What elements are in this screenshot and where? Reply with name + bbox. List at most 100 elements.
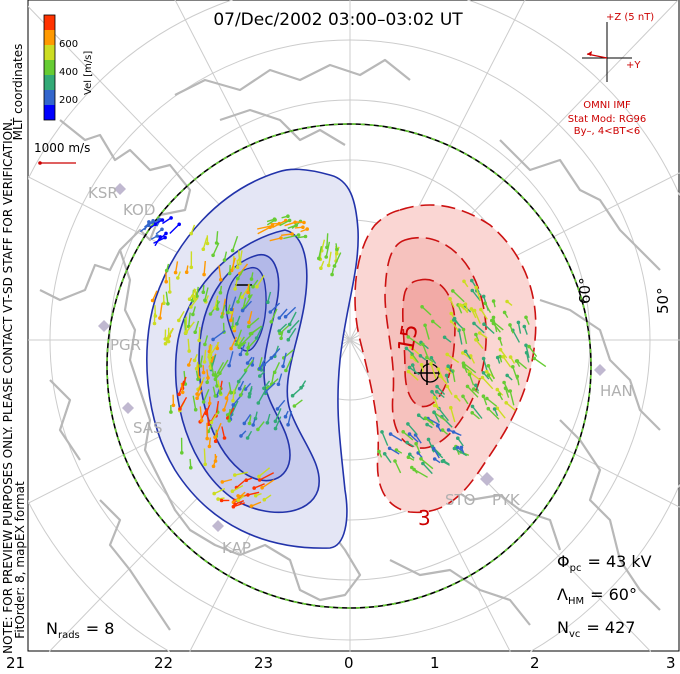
velocity-vector-origin bbox=[150, 298, 155, 303]
velocity-vector-origin bbox=[459, 445, 464, 450]
velocity-vector-origin bbox=[431, 319, 435, 324]
contour-label-3: 3 bbox=[418, 506, 431, 530]
velocity-vector bbox=[492, 317, 498, 333]
velocity-vector-origin bbox=[440, 428, 445, 432]
velocity-vector-origin bbox=[435, 424, 440, 428]
velocity-vector-origin bbox=[418, 354, 423, 358]
velocity-vector-origin bbox=[524, 343, 528, 348]
velocity-vector bbox=[232, 389, 235, 401]
velocity-vector-origin bbox=[508, 389, 512, 393]
velocity-vector-origin bbox=[532, 356, 537, 361]
velocity-vector bbox=[480, 309, 488, 320]
velocity-vector-origin bbox=[205, 380, 209, 385]
velocity-vector bbox=[287, 410, 293, 425]
velocity-vector-origin bbox=[286, 422, 290, 427]
velocity-vector bbox=[433, 411, 447, 422]
velocity-vector-origin bbox=[236, 300, 240, 304]
velocity-vector-origin bbox=[442, 335, 447, 340]
velocity-vector-origin bbox=[218, 371, 222, 376]
velocity-vector bbox=[258, 467, 271, 477]
velocity-vector bbox=[213, 487, 226, 495]
colorbar-tick-600: 600 bbox=[59, 39, 78, 50]
velocity-vector bbox=[468, 374, 475, 386]
velocity-vector-origin bbox=[206, 376, 210, 380]
velocity-vector-origin bbox=[236, 276, 240, 281]
velocity-vector bbox=[421, 306, 432, 316]
velocity-vector-origin bbox=[394, 448, 399, 452]
velocity-vector-origin bbox=[446, 364, 451, 369]
velocity-vector-origin bbox=[193, 407, 198, 412]
velocity-vector bbox=[448, 429, 462, 437]
velocity-vector-origin bbox=[491, 315, 496, 320]
velocity-vector-origin bbox=[153, 314, 158, 318]
velocity-vector-origin bbox=[205, 241, 210, 246]
velocity-vector-origin bbox=[452, 318, 456, 322]
velocity-vector-origin bbox=[230, 489, 235, 494]
velocity-vector-origin bbox=[187, 297, 192, 302]
velocity-vector-origin bbox=[326, 263, 331, 268]
velocity-vector-origin bbox=[480, 375, 485, 380]
velocity-vector bbox=[481, 377, 494, 390]
velocity-vector-origin bbox=[435, 384, 439, 389]
velocity-vector-origin bbox=[330, 272, 334, 277]
velocity-vector bbox=[196, 380, 204, 395]
velocity-vector-origin bbox=[229, 390, 233, 395]
velocity-vector bbox=[328, 251, 332, 266]
velocity-vector-origin bbox=[425, 355, 429, 360]
velocity-vector-origin bbox=[192, 297, 197, 301]
velocity-vector-origin bbox=[257, 478, 262, 482]
velocity-vector bbox=[238, 371, 247, 383]
velocity-vector-origin bbox=[303, 234, 308, 239]
velocity-vector-origin bbox=[485, 396, 489, 401]
velocity-vector-origin bbox=[213, 459, 218, 463]
velocity-vector-origin bbox=[227, 363, 231, 368]
velocity-scale-label: 1000 m/s bbox=[34, 141, 90, 155]
velocity-vector-origin bbox=[504, 401, 509, 405]
velocity-vector bbox=[496, 407, 506, 419]
velocity-vector bbox=[179, 396, 188, 410]
velocity-vector-origin bbox=[301, 225, 305, 229]
velocity-vector bbox=[210, 362, 215, 375]
velocity-vector-origin bbox=[198, 364, 203, 368]
velocity-vector bbox=[240, 334, 252, 346]
velocity-vector-origin bbox=[472, 308, 477, 313]
velocity-vector-origin bbox=[260, 486, 264, 490]
velocity-vector-origin bbox=[419, 363, 424, 367]
velocity-vector-origin bbox=[462, 279, 466, 284]
velocity-vector bbox=[261, 479, 275, 489]
velocity-vector bbox=[325, 241, 331, 258]
velocity-vector bbox=[169, 223, 180, 235]
velocity-vector-origin bbox=[164, 279, 168, 284]
velocity-vector bbox=[214, 422, 222, 438]
velocity-vector-origin bbox=[163, 337, 168, 341]
velocity-vector-origin bbox=[245, 352, 249, 356]
velocity-vector-origin bbox=[435, 389, 439, 394]
velocity-vector-origin bbox=[197, 338, 201, 343]
velocity-vector-origin bbox=[420, 305, 424, 309]
velocity-vector bbox=[279, 219, 290, 227]
velocity-vector-origin bbox=[423, 416, 428, 421]
velocity-vector bbox=[483, 323, 495, 335]
velocity-vector bbox=[210, 412, 218, 423]
velocity-vector bbox=[321, 239, 326, 251]
velocity-vector-origin bbox=[257, 366, 262, 371]
velocity-vector-origin bbox=[177, 392, 181, 397]
velocity-vector bbox=[505, 402, 516, 411]
velocity-vector bbox=[228, 351, 234, 366]
velocity-vector-origin bbox=[296, 233, 301, 237]
velocity-vector-origin bbox=[279, 236, 283, 240]
velocity-vector bbox=[451, 321, 459, 331]
velocity-vector-origin bbox=[246, 493, 250, 497]
velocity-vector bbox=[207, 353, 212, 369]
velocity-vector-origin bbox=[177, 318, 181, 323]
velocity-vector bbox=[407, 336, 422, 347]
velocity-vector-origin bbox=[474, 383, 478, 388]
velocity-vector-origin bbox=[209, 420, 214, 425]
velocity-vector-origin bbox=[425, 422, 429, 427]
velocity-vector bbox=[192, 395, 197, 410]
velocity-vector-origin bbox=[463, 349, 468, 354]
velocity-vector-origin bbox=[169, 216, 173, 220]
stat-lambda-hm: ΛHM = 60° bbox=[557, 585, 637, 607]
velocity-vector-origin bbox=[448, 297, 452, 301]
colorbar-label: Vel [m/s] bbox=[83, 51, 94, 95]
